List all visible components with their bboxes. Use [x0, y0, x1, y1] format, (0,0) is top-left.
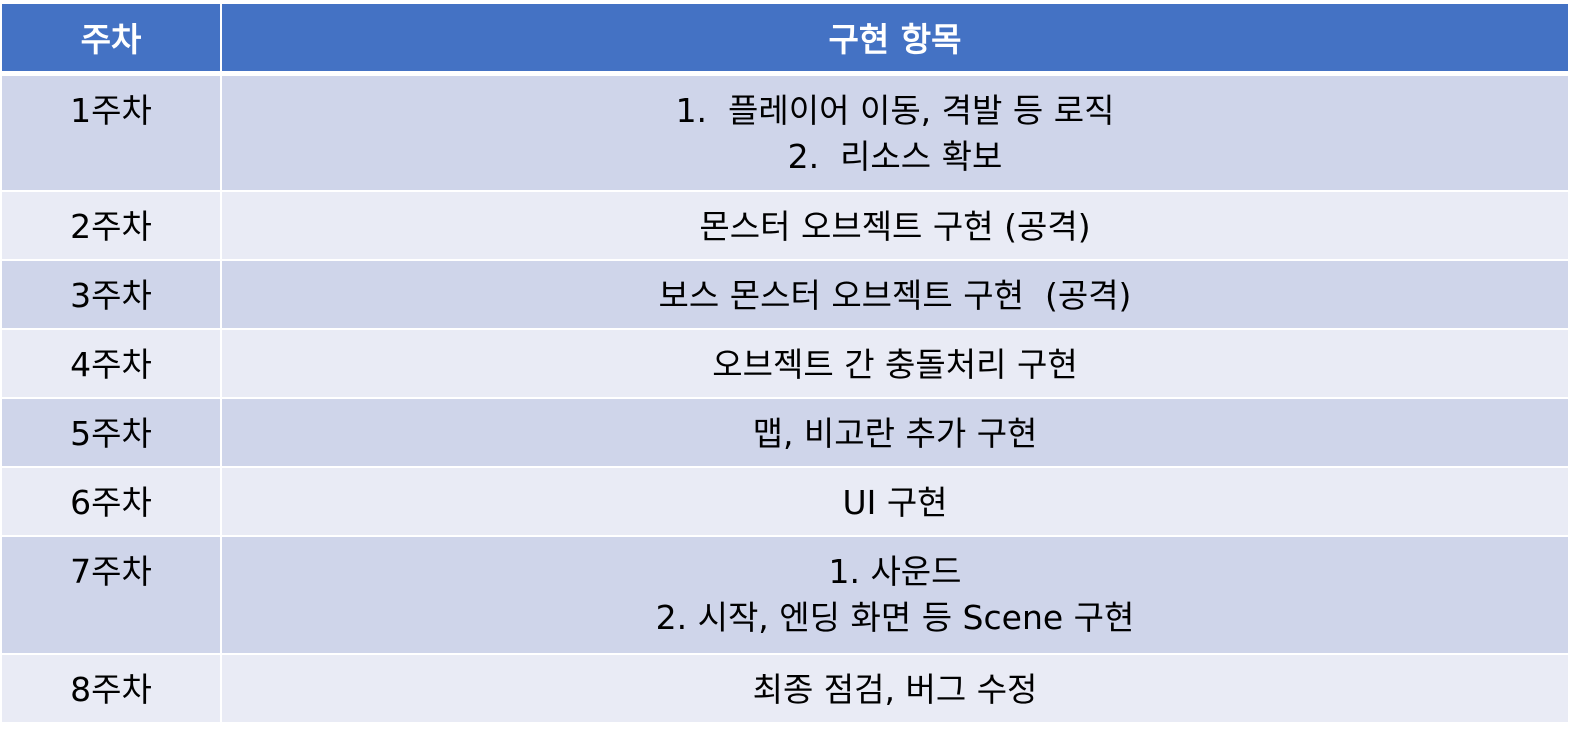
table-row: 2주차 몬스터 오브젝트 구현 (공격)	[0, 190, 1570, 261]
week-cell: 5주차	[0, 397, 222, 468]
item-cell: 1. 사운드 2. 시작, 엔딩 화면 등 Scene 구현	[220, 535, 1570, 655]
item-cell: 보스 몬스터 오브젝트 구현 (공격)	[220, 259, 1570, 330]
header-row: 주차 구현 항목	[0, 2, 1570, 76]
week-cell: 3주차	[0, 259, 222, 330]
item-cell: UI 구현	[220, 466, 1570, 537]
week-cell: 8주차	[0, 653, 222, 724]
item-cell: 맵, 비고란 추가 구현	[220, 397, 1570, 468]
item-line: 1. 플레이어 이동, 격발 등 로직	[675, 90, 1115, 130]
item-line: UI 구현	[842, 483, 948, 522]
week-cell: 4주차	[0, 328, 222, 399]
item-line: 오브젝트 간 충돌처리 구현	[712, 345, 1078, 384]
item-line: 2. 시작, 엔딩 화면 등 Scene 구현	[655, 598, 1135, 637]
item-line: 몬스터 오브젝트 구현 (공격)	[699, 207, 1091, 246]
item-line: 최종 점검, 버그 수정	[752, 670, 1038, 709]
item-cell: 오브젝트 간 충돌처리 구현	[220, 328, 1570, 399]
item-line: 1. 사운드	[828, 552, 962, 591]
item-line: 보스 몬스터 오브젝트 구현 (공격)	[658, 276, 1132, 315]
week-cell: 7주차	[0, 535, 222, 655]
table-row: 8주차 최종 점검, 버그 수정	[0, 653, 1570, 724]
week-cell: 1주차	[0, 72, 222, 192]
week-cell: 2주차	[0, 190, 222, 261]
table-header: 주차 구현 항목	[0, 2, 1570, 76]
table-row: 3주차 보스 몬스터 오브젝트 구현 (공격)	[0, 259, 1570, 330]
item-cell: 1. 플레이어 이동, 격발 등 로직 2. 리소스 확보	[220, 72, 1570, 192]
item-line: 맵, 비고란 추가 구현	[752, 414, 1038, 453]
table-row: 6주차 UI 구현	[0, 466, 1570, 537]
header-week: 주차	[0, 2, 222, 76]
table-body: 1주차 1. 플레이어 이동, 격발 등 로직 2. 리소스 확보 2주차 몬스…	[0, 72, 1570, 724]
item-line: 2. 리소스 확보	[787, 136, 1003, 176]
table-row: 7주차 1. 사운드 2. 시작, 엔딩 화면 등 Scene 구현	[0, 535, 1570, 655]
table-row: 5주차 맵, 비고란 추가 구현	[0, 397, 1570, 468]
table-row: 1주차 1. 플레이어 이동, 격발 등 로직 2. 리소스 확보	[0, 72, 1570, 192]
week-cell: 6주차	[0, 466, 222, 537]
item-cell: 최종 점검, 버그 수정	[220, 653, 1570, 724]
schedule-table: 주차 구현 항목 1주차 1. 플레이어 이동, 격발 등 로직 2. 리소스 …	[0, 2, 1570, 724]
table-row: 4주차 오브젝트 간 충돌처리 구현	[0, 328, 1570, 399]
item-cell: 몬스터 오브젝트 구현 (공격)	[220, 190, 1570, 261]
header-item: 구현 항목	[220, 2, 1570, 76]
